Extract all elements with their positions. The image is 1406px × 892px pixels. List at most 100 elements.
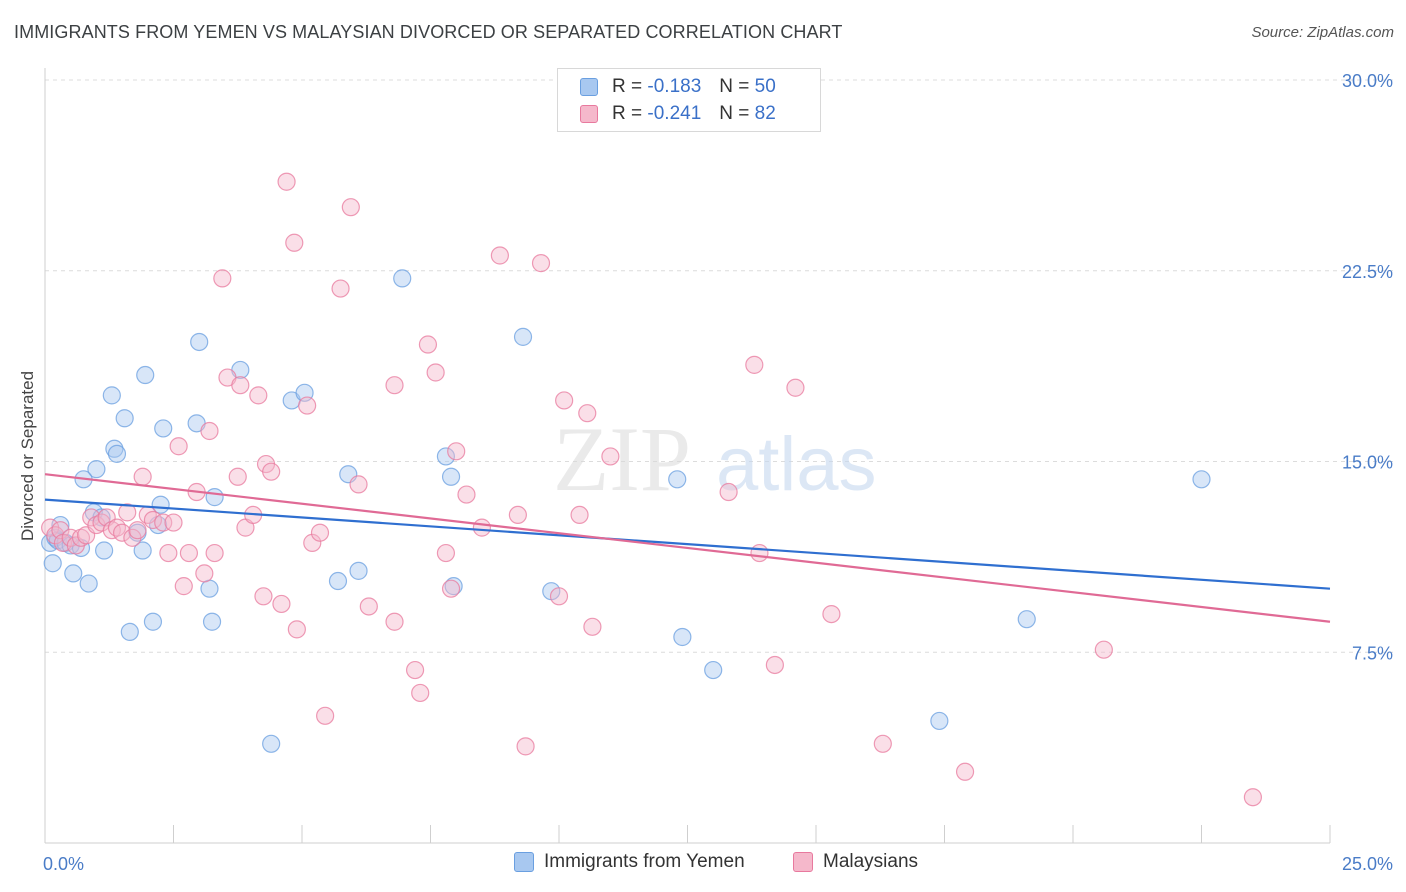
data-point — [115, 409, 134, 428]
data-point — [531, 254, 551, 273]
data-point — [750, 543, 769, 563]
data-point — [143, 612, 163, 631]
data-point — [120, 622, 139, 642]
data-point — [1192, 470, 1211, 489]
data-point — [673, 627, 692, 647]
data-point — [298, 396, 317, 415]
source-credit: Source: ZipAtlas.com — [1251, 24, 1394, 41]
data-point — [447, 442, 466, 461]
data-point — [202, 612, 222, 631]
data-point — [418, 335, 438, 354]
data-point — [601, 447, 620, 466]
trend-line — [44, 498, 1331, 590]
legend-label-yemen: Immigrants from Yemen — [544, 851, 745, 872]
data-point — [262, 734, 281, 753]
data-point — [205, 543, 224, 563]
r-value: -0.183 — [647, 76, 702, 97]
n-value: 82 — [754, 103, 776, 124]
data-point — [436, 447, 456, 466]
data-point — [64, 564, 83, 583]
data-point — [930, 711, 949, 731]
data-point — [174, 577, 193, 596]
data-point — [228, 467, 247, 486]
data-point — [516, 737, 535, 756]
data-point — [472, 518, 491, 537]
data-point — [328, 571, 348, 591]
data-point — [490, 246, 509, 265]
data-point — [200, 421, 219, 441]
axes — [44, 68, 1331, 844]
data-point — [107, 444, 127, 463]
data-point — [46, 526, 65, 545]
data-point — [200, 579, 219, 598]
data-point — [444, 577, 463, 596]
data-point — [578, 404, 597, 423]
data-point — [385, 612, 404, 631]
data-point — [179, 543, 199, 563]
data-point — [79, 574, 98, 593]
data-point — [457, 485, 476, 504]
data-point — [513, 327, 533, 346]
data-point — [1094, 640, 1113, 659]
stats-legend: R = -0.183 N = 50 R = -0.241 N = 82 — [557, 68, 821, 132]
data-point — [765, 655, 784, 675]
y-tick-label: 7.5% — [1352, 643, 1393, 663]
y-tick-label: 30.0% — [1342, 71, 1393, 91]
n-value: 50 — [754, 76, 776, 97]
data-point — [570, 505, 589, 525]
legend-item-malaysians: Malaysians — [793, 851, 918, 873]
r-value: -0.241 — [647, 103, 702, 124]
data-point — [118, 503, 137, 522]
data-point — [262, 462, 281, 481]
data-point — [331, 279, 350, 298]
data-point — [786, 378, 805, 397]
data-point — [112, 523, 132, 542]
legend-swatch-malaysians — [793, 852, 813, 872]
x-tick-labels: 0.0% 25.0% — [43, 854, 1393, 874]
data-point — [303, 533, 322, 552]
legend-row-malaysians: R = -0.241 N = 82 — [580, 101, 776, 127]
data-point — [436, 543, 456, 563]
y-tick-labels: 7.5% 15.0% 22.5% 30.0% — [1342, 71, 1393, 663]
data-point — [102, 386, 121, 405]
data-point — [822, 604, 841, 624]
data-point — [385, 376, 404, 395]
y-tick-label: 22.5% — [1342, 262, 1393, 282]
data-point — [254, 587, 273, 606]
data-point — [583, 617, 602, 636]
legend-swatch-malaysians — [580, 105, 598, 123]
n-label: N = — [719, 103, 750, 124]
watermark-zip: ZIP — [553, 408, 691, 510]
data-point — [154, 513, 173, 532]
data-point — [272, 594, 291, 614]
data-point — [405, 660, 425, 680]
data-point — [349, 561, 368, 580]
data-point — [213, 269, 232, 288]
data-point — [169, 437, 188, 456]
data-point — [549, 587, 569, 606]
data-point — [195, 564, 214, 583]
data-point — [231, 376, 250, 395]
data-point — [95, 541, 114, 560]
r-label: R = — [612, 76, 643, 97]
data-point — [107, 518, 127, 537]
legend-swatch-yemen — [580, 78, 598, 96]
data-point — [349, 475, 368, 494]
data-point — [159, 543, 178, 563]
data-point — [411, 683, 430, 703]
data-point — [190, 332, 209, 352]
data-point — [87, 460, 106, 479]
legend-label-malaysians: Malaysians — [823, 851, 919, 872]
data-point — [287, 620, 306, 639]
chart-title: IMMIGRANTS FROM YEMEN VS MALAYSIAN DIVOR… — [14, 22, 843, 42]
data-point — [128, 521, 147, 540]
data-point — [43, 554, 62, 573]
n-label: N = — [719, 76, 750, 97]
data-point — [105, 439, 124, 458]
data-point — [1017, 610, 1036, 629]
data-point — [719, 482, 738, 502]
x-tick-label: 0.0% — [43, 854, 84, 874]
data-point — [1243, 788, 1263, 807]
y-tick-label: 15.0% — [1342, 453, 1393, 473]
